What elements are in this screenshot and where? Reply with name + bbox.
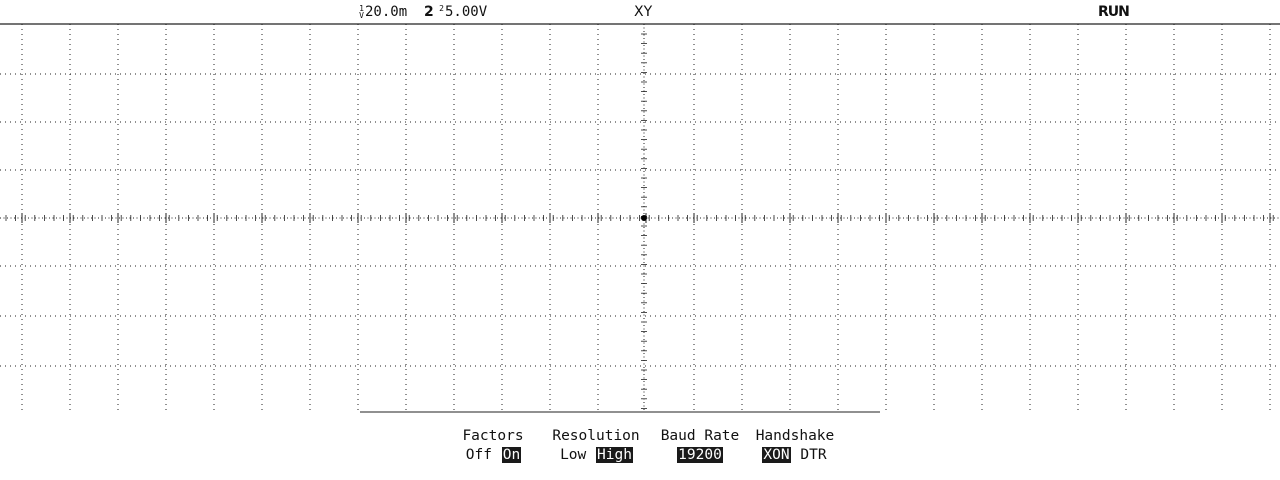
- option-on[interactable]: On: [501, 447, 522, 463]
- display-mode-label: XY: [634, 4, 653, 20]
- option-xon[interactable]: XON: [762, 447, 791, 463]
- channel-1-scale[interactable]: 1 V 20.0m: [359, 4, 408, 20]
- option-dtr[interactable]: DTR: [800, 447, 827, 463]
- softkey-handshake[interactable]: Handshake XON DTR: [750, 428, 840, 464]
- option-low[interactable]: Low: [560, 447, 587, 463]
- option-high[interactable]: High: [596, 447, 633, 463]
- softkey-label: Factors: [462, 428, 524, 444]
- xy-trace-dot: [641, 215, 647, 221]
- xy-graticule: [0, 23, 1280, 413]
- status-bar: 1 V 20.0m 2 2 5.00V XY RUN: [0, 0, 1280, 24]
- channel-2-scale[interactable]: 2 5.00V: [439, 4, 488, 20]
- channel-2-label: 2: [424, 4, 434, 20]
- softkey-resolution[interactable]: Resolution Low High: [546, 428, 646, 464]
- softkey-label: Resolution: [552, 428, 640, 444]
- softkey-label: Baud Rate: [660, 428, 740, 444]
- softkey-baud-rate[interactable]: Baud Rate 19200: [654, 428, 746, 464]
- option-19200[interactable]: 19200: [677, 447, 723, 463]
- softkey-label: Handshake: [755, 428, 835, 444]
- option-off[interactable]: Off: [465, 447, 492, 463]
- softkey-menu: Factors Off On Resolution Low High Baud …: [0, 428, 1280, 480]
- softkey-factors[interactable]: Factors Off On: [458, 428, 528, 464]
- run-state-indicator[interactable]: RUN: [1098, 4, 1130, 20]
